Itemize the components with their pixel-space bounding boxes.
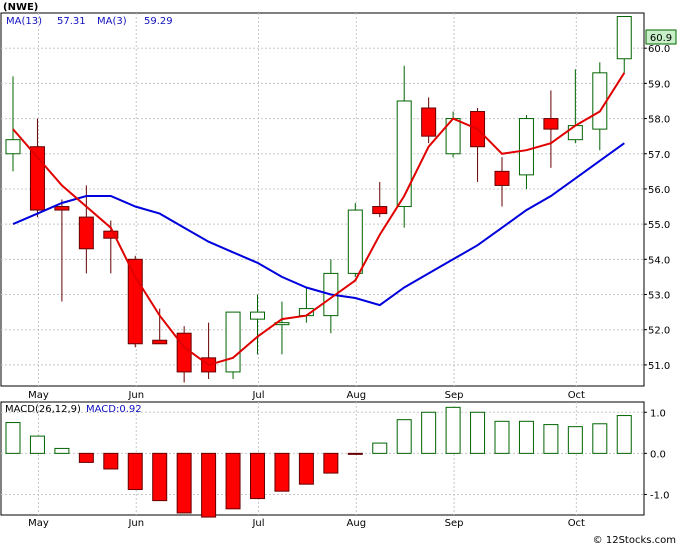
last-price-label: 60.9 [650,33,672,44]
macd-bar [274,452,290,492]
macd-bar [250,452,265,500]
macd-bar [201,452,217,518]
macd-month-label: Jun [127,518,144,529]
candle-body [152,339,168,345]
candle-body [543,118,559,130]
ma13-legend-value: 57.31 [57,16,86,27]
copyright-footer: © 12Stocks.com [593,535,676,546]
candle-body [127,258,143,345]
macd-bar [421,411,437,454]
last-price-box [645,29,677,45]
macd-bar [518,420,534,454]
macd-histogram [5,406,632,518]
candle-body [372,206,388,215]
macd-y-axis: -1.0 0.0 1.0 [644,408,670,501]
price-month-label: Jun [127,390,144,401]
macd-bar [29,435,45,454]
macd-bar [78,452,94,463]
macd-month-label: Aug [347,518,367,529]
macd-bar [5,422,21,454]
candle-body [567,125,583,141]
candle-body [176,332,192,373]
price-tick-label: 56.0 [648,185,670,196]
price-month-label: May [28,390,49,401]
macd-tick-label: -1.0 [650,490,670,501]
macd-month-label: May [28,518,49,529]
macd-bar [152,452,168,502]
macd-tick-label: 1.0 [650,408,666,419]
macd-bar [396,419,412,454]
macd-bar [347,452,363,455]
price-tick-label: 58.0 [648,115,670,126]
candle-body [518,118,534,176]
price-x-axis: May Jun Jul Aug Sep Oct [28,390,585,401]
price-panel-frame [0,12,645,387]
price-grid [1,13,644,386]
moving-average-lines [12,72,626,366]
macd-bar [470,411,486,454]
candle-body [592,72,608,130]
ma3-legend-value: 59.29 [144,16,173,27]
macd-bar [543,424,559,454]
macd-bar [323,452,339,474]
macd-bar [372,442,388,454]
macd-bar [54,447,70,454]
ticker-title: (NWE) [3,2,38,13]
macd-bar [592,423,608,454]
macd-bar [103,452,119,470]
price-month-label: Oct [568,390,585,401]
macd-bar [616,415,632,454]
macd-bar [445,406,461,454]
macd-month-label: Jul [251,518,264,529]
ma3-legend-label: MA(3) [97,16,127,27]
price-y-axis: 51.0 52.0 53.0 54.0 55.0 56.0 57.0 58.0 59.0 60.0 [644,44,670,372]
candle-body [5,139,21,155]
price-tick-label: 53.0 [648,291,670,302]
candlesticks [5,16,632,383]
candle-body [494,170,510,186]
macd-x-axis: May Jun Jul Aug Sep Oct [28,518,585,529]
macd-legend-label: MACD(26,12,9) [5,404,81,415]
macd-month-label: Oct [568,518,585,529]
price-tick-label: 60.0 [648,44,670,55]
price-tick-label: 57.0 [648,150,670,161]
macd-bar [225,452,241,510]
candle-body [396,100,412,208]
candle-body [421,107,437,137]
price-tick-label: 59.0 [648,79,670,90]
price-month-label: Jul [251,390,264,401]
price-tick-label: 51.0 [648,361,670,372]
candle-body [78,216,94,250]
macd-month-label: Sep [445,518,464,529]
macd-panel-frame [0,401,645,516]
candle-body [616,16,632,60]
macd-tick-label: 0.0 [650,449,666,460]
macd-bar [176,452,192,514]
price-tick-label: 54.0 [648,255,670,266]
macd-bar [494,420,510,454]
macd-bar [298,452,314,485]
candle-body [250,311,265,320]
macd-bar [127,452,143,491]
candle-body [347,209,363,274]
ma13-legend-label: MA(13) [6,16,42,27]
candle-body [225,311,241,373]
price-tick-label: 52.0 [648,326,670,337]
macd-bar [567,426,583,454]
ma3-line [12,72,626,366]
macd-legend-value: MACD:0.92 [86,404,142,415]
price-tick-label: 55.0 [648,220,670,231]
candle-body [54,206,70,211]
ma13-line [12,142,625,307]
price-month-label: Sep [445,390,464,401]
price-month-label: Aug [347,390,367,401]
candle-body [103,230,119,239]
